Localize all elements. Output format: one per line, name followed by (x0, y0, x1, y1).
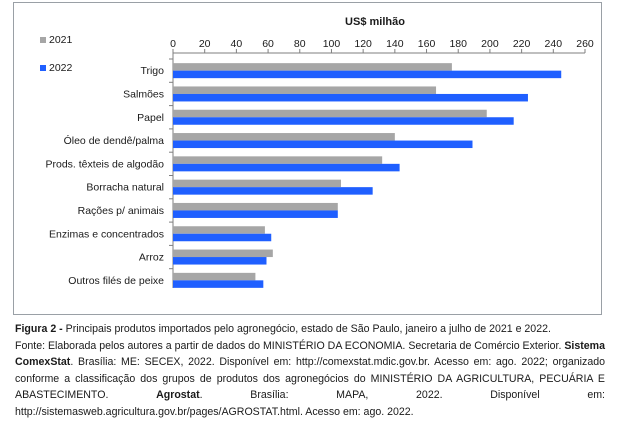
category-label: Arroz (139, 252, 164, 264)
bar-2021 (173, 249, 273, 258)
bar-2021 (173, 202, 338, 211)
bar-2021 (173, 86, 437, 94)
category-label: Prods. têxteis de algodão (46, 158, 165, 170)
category-label: Rações p/ animais (78, 205, 164, 217)
source-bold-2: Agrostat (156, 389, 200, 401)
x-tick-label: 60 (262, 38, 274, 50)
x-tick-label: 180 (449, 38, 467, 50)
x-tick-label: 160 (418, 38, 436, 50)
source-text-1: Fonte: Elaborada pelos autores a partir … (15, 339, 565, 352)
bar-2021 (173, 272, 256, 281)
x-tick-label: 80 (294, 38, 306, 50)
bar-2021 (173, 179, 341, 188)
bar-2021 (173, 109, 487, 118)
category-label: Papel (137, 112, 164, 124)
category-label: Trigo (140, 65, 164, 77)
bar-2022 (173, 187, 373, 195)
category-label: Outros filés de peixe (68, 275, 164, 287)
bar-2022 (173, 210, 338, 218)
x-tick-label: 0 (170, 38, 176, 50)
bar-2022 (173, 280, 264, 288)
source-text-3: . Brasília: MAPA, 2022. Disponível em: h… (15, 389, 605, 418)
figure-title: Principais produtos importados pelo agro… (62, 323, 551, 335)
legend-label: 2021 (49, 34, 73, 46)
figure-label: Figura 2 - (15, 323, 63, 335)
legend: 2021 2022 (40, 34, 73, 74)
x-tick-label: 40 (231, 38, 243, 50)
bar-chart: US$ milhão 2021 2022 0 20 40 60 80 100 120 140 16… (40, 16, 594, 288)
category-label: Borracha natural (86, 182, 164, 194)
bar-2022 (173, 70, 562, 79)
bars (173, 63, 562, 288)
caption-title: Figura 2 - Principais produtos importado… (15, 321, 605, 338)
legend-swatch-2021 (40, 37, 46, 43)
x-tick-label: 260 (576, 38, 594, 50)
chart-title: US$ milhão (345, 16, 405, 28)
bar-2022 (173, 257, 267, 265)
x-tick-label: 140 (386, 38, 404, 50)
x-tick-label: 120 (354, 38, 372, 50)
chart-frame: US$ milhão 2021 2022 0 20 40 60 80 100 120 140 16… (13, 2, 602, 315)
category-label: Enzimas e concentrados (49, 228, 164, 240)
legend-swatch-2022 (40, 65, 46, 71)
bar-2021 (173, 133, 395, 141)
x-tick-label: 240 (545, 38, 563, 50)
category-label: Óleo de dendê/palma (64, 134, 165, 147)
x-tick-label: 100 (323, 38, 341, 50)
category-label: Salmões (123, 88, 164, 100)
bar-2022 (173, 163, 400, 172)
x-tick-label: 20 (199, 38, 211, 50)
bar-2022 (173, 117, 514, 125)
x-tick-label: 200 (481, 38, 499, 50)
x-axis: 0 20 40 60 80 100 120 140 160 180 200 220 240 260 (170, 38, 594, 288)
bar-2022 (173, 140, 473, 149)
bar-2021 (173, 156, 383, 164)
caption-source: Fonte: Elaborada pelos autores a partir … (15, 338, 605, 421)
bar-2021 (173, 63, 452, 71)
bar-2022 (173, 233, 272, 242)
figure-caption: Figura 2 - Principais produtos importado… (15, 321, 605, 420)
category-labels: Trigo Salmões Papel Óleo de dendê/palma Prod… (46, 58, 173, 287)
bar-2022 (173, 93, 528, 102)
bar-2021 (173, 226, 265, 234)
source-bold-1: Sistema ComexStat (15, 339, 605, 369)
source-text-2: . Brasília: ME: SECEX, 2022. Disponível … (15, 356, 605, 401)
x-tick-label: 220 (513, 38, 531, 50)
legend-label: 2022 (49, 62, 73, 74)
